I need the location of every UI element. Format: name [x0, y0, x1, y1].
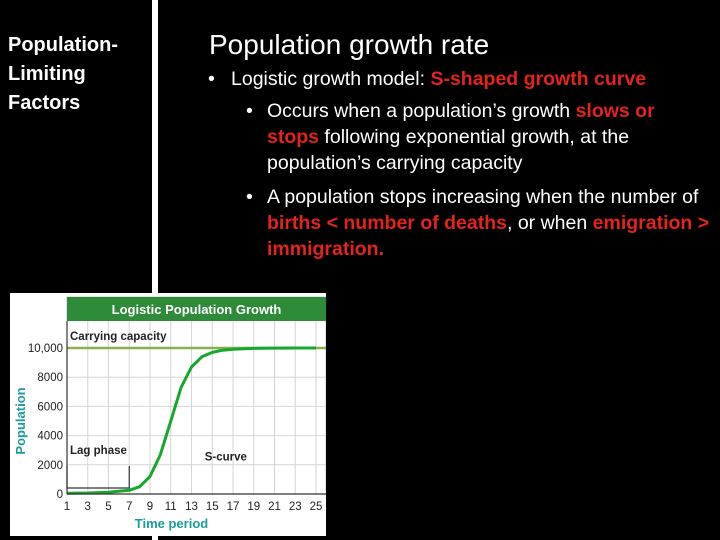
x-tick-label: 23	[289, 501, 302, 513]
x-tick-label: 7	[126, 501, 132, 513]
highlight-text: emigration > immigration.	[267, 212, 710, 260]
y-tick-label: 2000	[37, 460, 63, 472]
x-tick-label: 15	[206, 501, 219, 513]
y-tick-label: 4000	[37, 431, 63, 443]
population-curve	[66, 346, 316, 495]
x-tick-label: 11	[165, 501, 177, 513]
y-tick-label: 0	[57, 489, 63, 501]
x-tick-label: 19	[247, 501, 260, 513]
plot-frame	[66, 296, 326, 495]
x-tick-label: 5	[105, 501, 111, 513]
section-title-line: Limiting	[8, 63, 86, 85]
highlight-text: births < number of deaths	[267, 212, 507, 234]
y-tick-label: 6000	[37, 401, 63, 413]
chart-header	[67, 297, 326, 321]
bullet-icon: •	[208, 68, 215, 90]
slide-title: Population growth rate	[209, 29, 490, 60]
bullet-stops-increasing: • A population stops increasing when the…	[206, 184, 711, 262]
x-tick-label: 25	[310, 501, 323, 513]
x-tick-label: 1	[64, 501, 70, 513]
bullet-icon: •	[246, 186, 253, 208]
x-tick-label: 21	[268, 501, 281, 513]
y-tick-label: 10,000	[28, 343, 63, 355]
highlight-text: slows or stops	[267, 100, 655, 148]
section-title-line: Population-	[8, 34, 118, 56]
chart-title: Logistic Population Growth	[112, 302, 282, 317]
section-title: Population- Limiting Factors	[8, 31, 118, 118]
carrying-capacity-label: Carrying capacity	[70, 331, 167, 343]
s-curve-label: S-curve	[205, 452, 247, 464]
bullet-text: , or when	[507, 212, 593, 234]
x-tick-label: 3	[85, 501, 91, 513]
highlight-text: S-shaped growth curve	[430, 68, 647, 90]
vertical-divider	[152, 0, 158, 540]
x-tick-label: 13	[185, 501, 198, 513]
bullet-text: Occurs when a population’s growth	[267, 100, 576, 122]
bullet-list: • Logistic growth model: S-shaped growth…	[206, 66, 711, 262]
bullet-text: following exponential growth, at the pop…	[267, 126, 630, 174]
lag-phase-label: Lag phase	[70, 445, 127, 457]
bullet-carrying-capacity: • Occurs when a population’s growth slow…	[206, 98, 711, 176]
bullet-text: A population stops increasing when the n…	[267, 186, 699, 208]
section-title-line: Factors	[8, 92, 81, 114]
x-axis-label: Time period	[135, 516, 209, 531]
x-tick-label: 17	[227, 501, 240, 513]
x-tick-label: 9	[147, 501, 153, 513]
y-tick-label: 8000	[37, 372, 63, 384]
bullet-icon: •	[246, 100, 253, 122]
logistic-growth-chart: Logistic Population Growth 1 3 5 7 9 11 13 15 17 1…	[10, 293, 326, 536]
y-axis-label: Population	[13, 387, 28, 454]
bullet-text: Logistic growth model:	[231, 68, 431, 90]
bullet-logistic-model: • Logistic growth model: S-shaped growth…	[206, 66, 711, 92]
